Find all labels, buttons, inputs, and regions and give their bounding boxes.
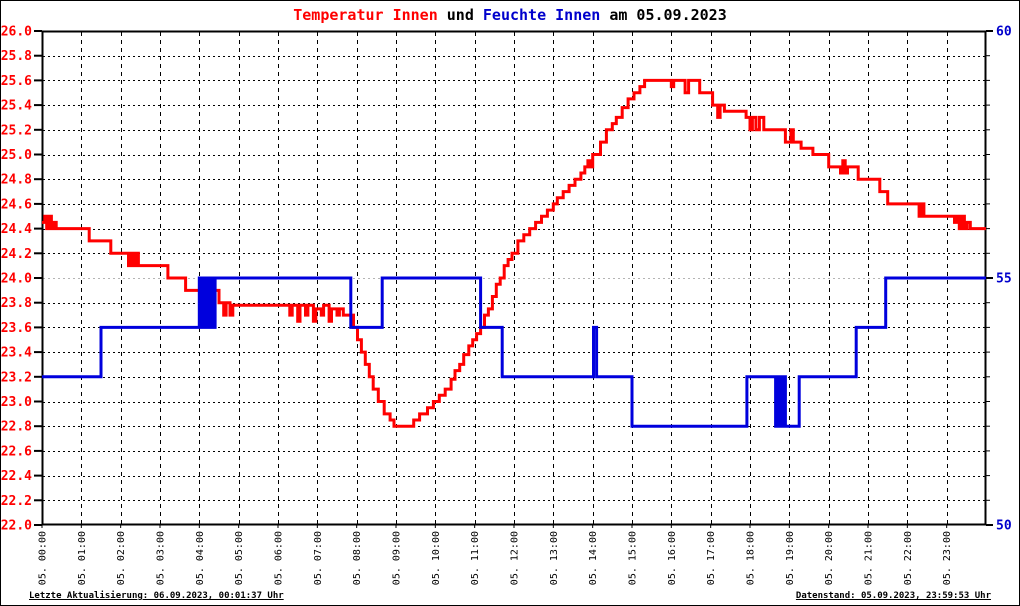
title-date: am 05.09.2023 — [600, 6, 727, 24]
svg-text:23.4: 23.4 — [1, 346, 32, 361]
svg-text:22.8: 22.8 — [1, 420, 32, 435]
svg-text:05. 14:00: 05. 14:00 — [588, 531, 599, 585]
vertical-gridlines — [81, 32, 948, 524]
svg-text:23.6: 23.6 — [1, 321, 32, 336]
svg-text:05. 08:00: 05. 08:00 — [352, 531, 363, 585]
svg-text:24.2: 24.2 — [1, 247, 32, 262]
svg-text:60: 60 — [996, 25, 1012, 40]
title-temperature-part: Temperatur Innen — [293, 6, 438, 24]
svg-text:05. 01:00: 05. 01:00 — [77, 531, 88, 585]
svg-text:22.4: 22.4 — [1, 469, 32, 484]
svg-text:05. 19:00: 05. 19:00 — [785, 531, 796, 585]
svg-text:05. 18:00: 05. 18:00 — [746, 531, 757, 585]
svg-text:24.4: 24.4 — [1, 222, 32, 237]
svg-text:05. 13:00: 05. 13:00 — [549, 531, 560, 585]
svg-text:50: 50 — [996, 519, 1012, 534]
title-connector: und — [437, 6, 483, 24]
left-axis-labels: 26.0 25.8 25.6 25.4 25.2 25.0 24.8 24.6 24.4 24.2… — [1, 25, 42, 534]
svg-text:05. 23:00: 05. 23:00 — [942, 531, 953, 585]
svg-text:25.8: 25.8 — [1, 49, 32, 64]
last-update-label: Letzte Aktualisierung: 06.09.2023, 00:01… — [29, 591, 284, 601]
svg-text:22.6: 22.6 — [1, 444, 32, 459]
svg-text:55: 55 — [996, 272, 1012, 287]
svg-text:05. 12:00: 05. 12:00 — [510, 531, 521, 585]
svg-text:26.0: 26.0 — [1, 25, 32, 40]
svg-text:23.0: 23.0 — [1, 395, 32, 410]
right-axis-labels: 60 55 50 — [986, 25, 1012, 534]
svg-text:25.4: 25.4 — [1, 99, 32, 114]
svg-text:05. 21:00: 05. 21:00 — [864, 531, 875, 585]
svg-text:25.2: 25.2 — [1, 123, 32, 138]
temperature-series — [42, 78, 986, 428]
svg-text:22.0: 22.0 — [1, 519, 32, 534]
svg-text:05. 03:00: 05. 03:00 — [156, 531, 167, 585]
svg-text:05. 10:00: 05. 10:00 — [431, 531, 442, 585]
svg-text:05. 02:00: 05. 02:00 — [116, 531, 127, 585]
svg-text:22.2: 22.2 — [1, 494, 32, 509]
svg-text:05. 06:00: 05. 06:00 — [274, 531, 285, 585]
svg-text:05. 15:00: 05. 15:00 — [628, 531, 639, 585]
chart-plot-area: 26.0 25.8 25.6 25.4 25.2 25.0 24.8 24.6 24.4 24.2… — [1, 25, 1012, 586]
humidity-series — [42, 276, 986, 428]
svg-text:24.8: 24.8 — [1, 173, 32, 188]
svg-text:23.2: 23.2 — [1, 370, 32, 385]
svg-text:05. 16:00: 05. 16:00 — [667, 531, 678, 585]
svg-text:25.6: 25.6 — [1, 74, 32, 89]
svg-text:25.0: 25.0 — [1, 148, 32, 163]
title-humidity-part: Feuchte Innen — [482, 6, 601, 24]
svg-text:05. 05:00: 05. 05:00 — [234, 531, 245, 585]
svg-text:23.8: 23.8 — [1, 296, 32, 311]
svg-text:05. 22:00: 05. 22:00 — [903, 531, 914, 585]
x-axis-labels: 05. 00:00 05. 01:00 05. 02:00 05. 03:00 05. … — [38, 525, 953, 585]
svg-text:05. 11:00: 05. 11:00 — [470, 531, 481, 585]
svg-text:24.6: 24.6 — [1, 197, 32, 212]
svg-text:05. 04:00: 05. 04:00 — [195, 531, 206, 585]
svg-text:05. 07:00: 05. 07:00 — [313, 531, 324, 585]
data-timestamp-label: Datenstand: 05.09.2023, 23:59:53 Uhr — [795, 591, 991, 601]
svg-text:05. 00:00: 05. 00:00 — [38, 531, 49, 585]
svg-text:24.0: 24.0 — [1, 272, 32, 287]
svg-text:05. 09:00: 05. 09:00 — [392, 531, 403, 585]
svg-text:05. 20:00: 05. 20:00 — [824, 531, 835, 585]
chart-title: Temperatur Innen und Feuchte Innen am 05… — [1, 6, 1019, 24]
svg-text:05. 17:00: 05. 17:00 — [706, 531, 717, 585]
